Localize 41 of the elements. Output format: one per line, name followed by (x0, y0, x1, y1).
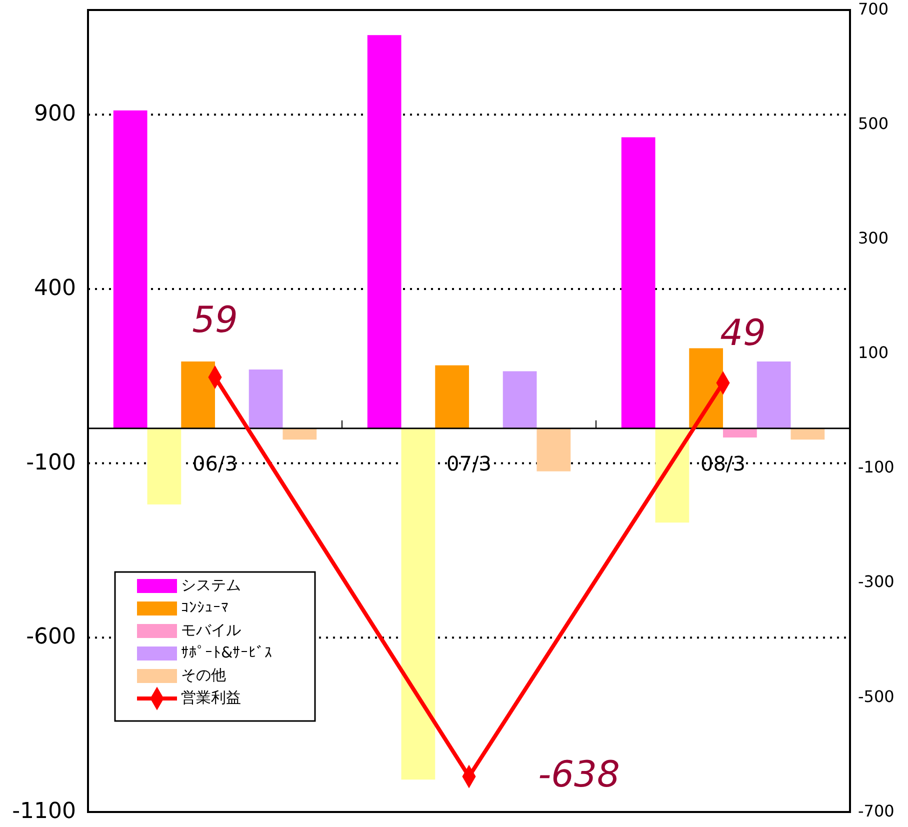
y-tick-label: 400 (34, 276, 76, 301)
data-label: 59 (192, 300, 238, 342)
legend-label: システム (181, 576, 241, 594)
y2-tick-label: -300 (858, 572, 894, 592)
x-tick-label: 06/3 (192, 451, 238, 476)
y2-tick-label: -100 (858, 458, 894, 477)
legend-label: モバイル (181, 621, 241, 640)
bar (655, 428, 690, 523)
bar (536, 428, 571, 472)
legend-label: ｻﾎﾟｰﾄ&ｻｰﾋﾞｽ (181, 644, 273, 662)
bar (621, 137, 656, 428)
y2-tick-label: 500 (858, 114, 889, 133)
bar (756, 361, 791, 428)
bar (401, 428, 436, 780)
y-tick-label: -100 (26, 450, 76, 476)
bar (367, 35, 402, 428)
bar (181, 361, 215, 428)
y2-tick-label: 300 (858, 228, 889, 248)
data-label: 49 (720, 312, 766, 354)
bar (689, 348, 723, 428)
x-tick-label: 08/3 (700, 451, 746, 476)
bar (113, 110, 148, 428)
legend-label: 営業利益 (181, 688, 241, 707)
y2-tick-label: 100 (858, 343, 889, 362)
y2-tick-label: -500 (858, 686, 894, 706)
bar (502, 371, 537, 428)
y-tick-label: 900 (34, 102, 76, 127)
legend-label: ｺﾝｼｭｰﾏ (181, 598, 229, 617)
legend-label: その他 (181, 666, 226, 684)
bar (790, 428, 825, 440)
y-tick-label: -600 (26, 624, 76, 650)
bar (723, 428, 757, 438)
bar (282, 428, 317, 440)
x-tick-label: 07/3 (446, 451, 492, 476)
bar (435, 365, 469, 428)
y2-tick-label: -700 (858, 801, 894, 820)
y2-tick-label: 700 (858, 0, 889, 18)
bar (147, 428, 182, 504)
bar (248, 370, 283, 428)
data-label: -638 (538, 754, 620, 796)
y-tick-label: -1100 (12, 799, 76, 824)
